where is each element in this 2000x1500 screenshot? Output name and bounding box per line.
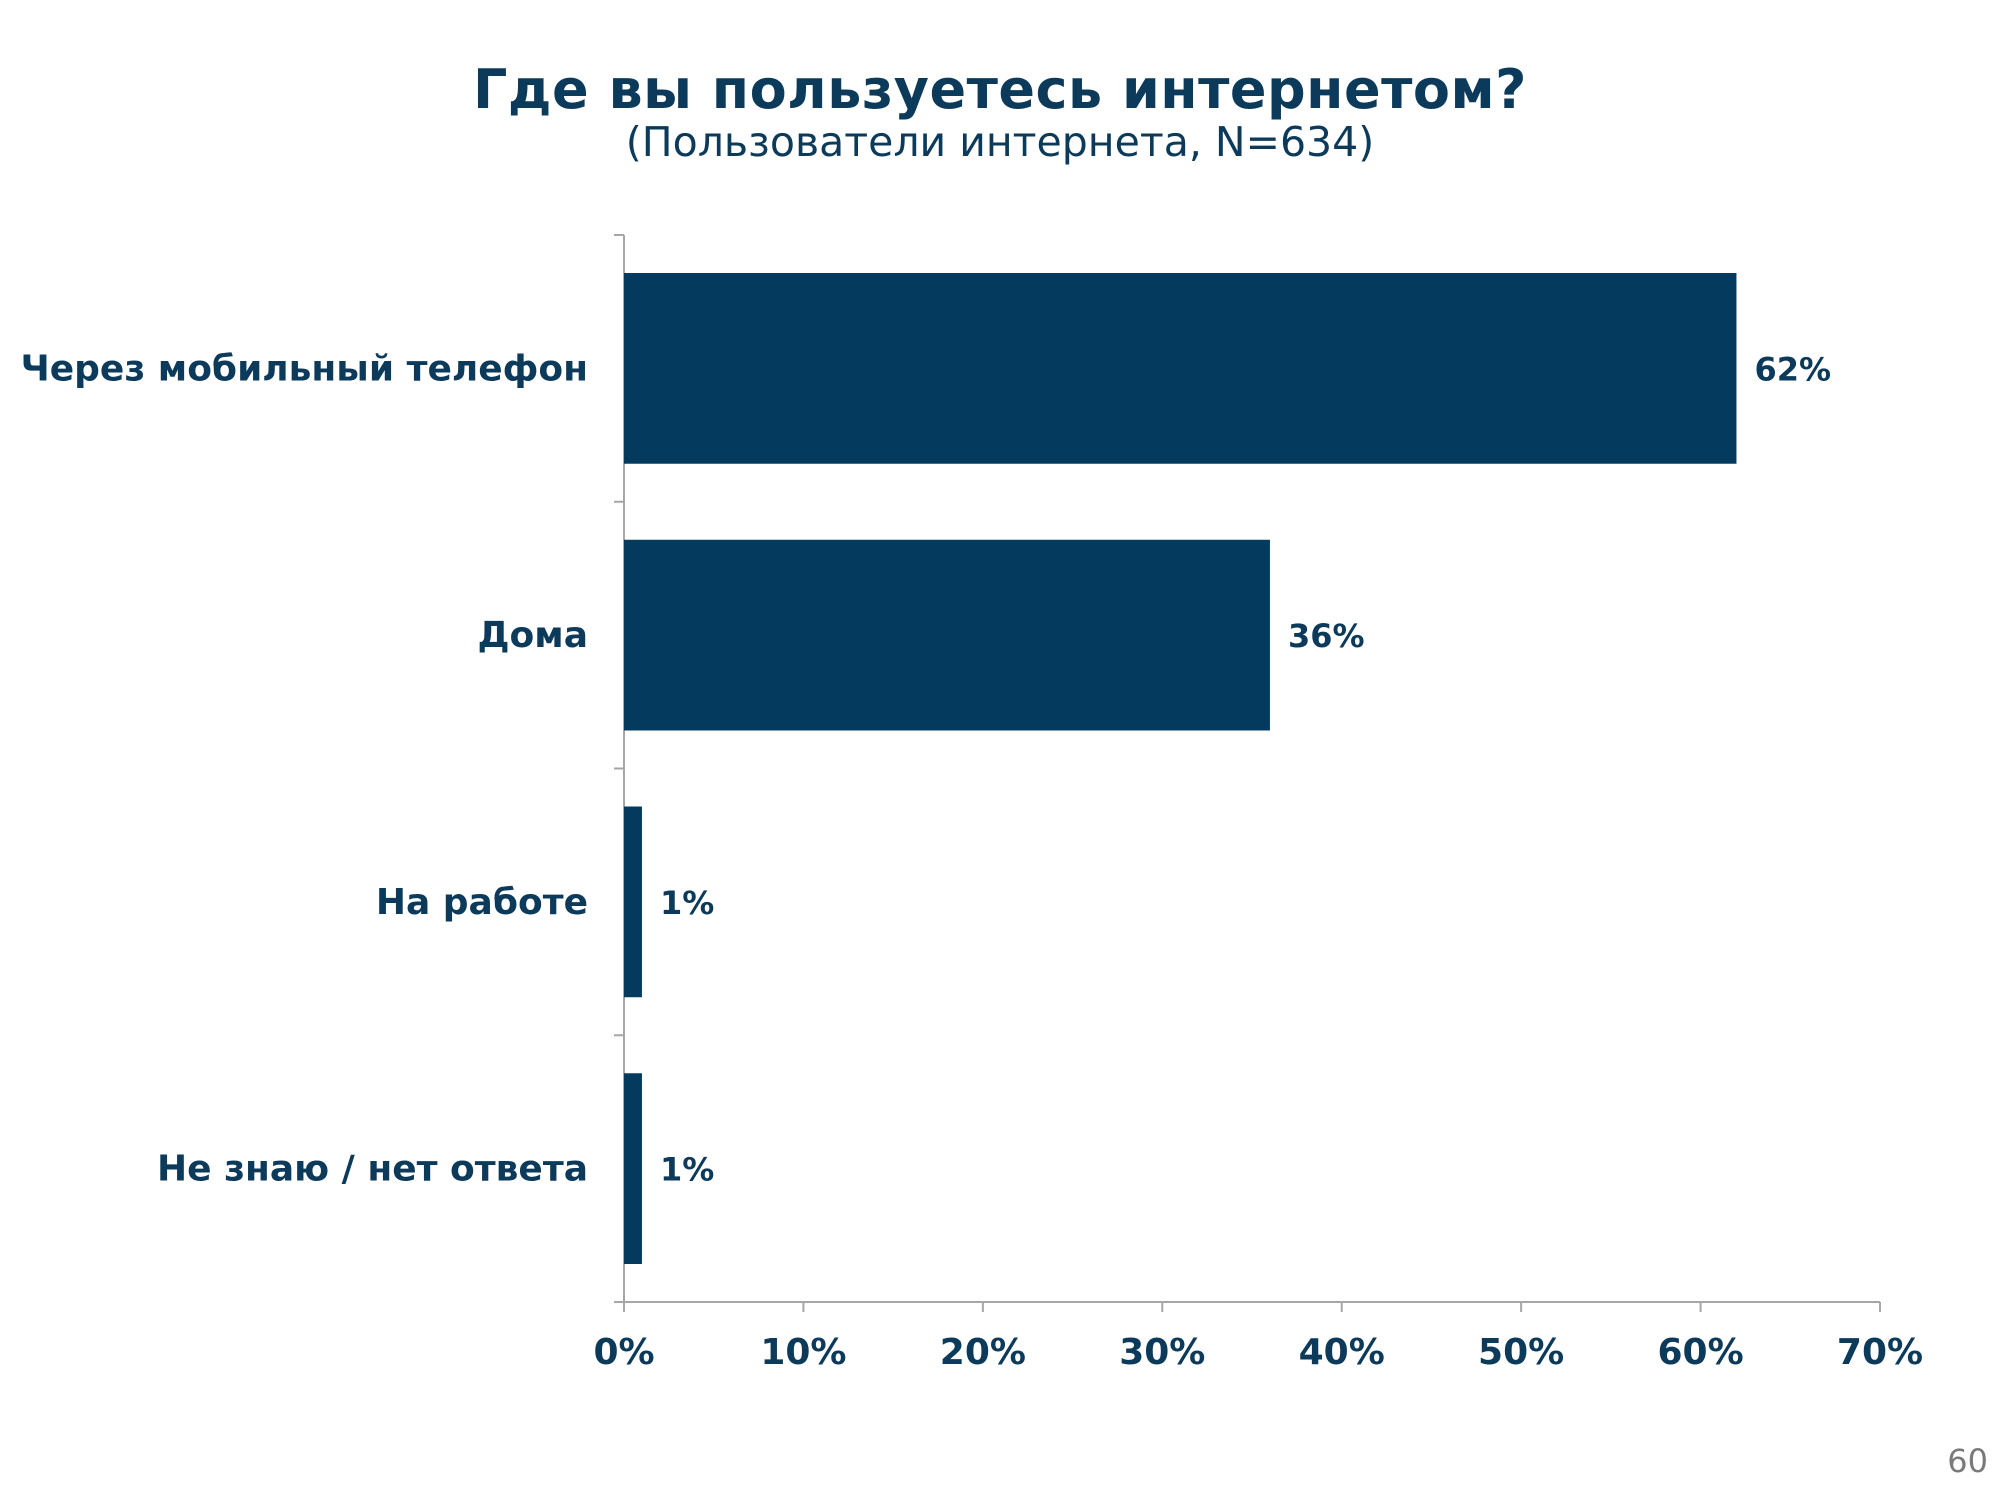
data-label: 1% (660, 1151, 714, 1189)
x-tick-label: 20% (940, 1332, 1026, 1373)
bar (624, 539, 1270, 731)
chart-subtitle: (Пользователи интернета, N=634) (625, 118, 1375, 166)
data-label: 62% (1754, 350, 1831, 388)
bar (624, 1073, 642, 1264)
x-tick-label: 0% (593, 1332, 654, 1373)
category-label: Дома (477, 615, 588, 656)
x-tick-label: 40% (1299, 1332, 1385, 1373)
x-tick-label: 60% (1657, 1332, 1743, 1373)
x-tick-label: 70% (1837, 1332, 1923, 1373)
category-label: Через мобильный телефон (21, 348, 588, 389)
category-label: Не знаю / нет ответа (157, 1149, 588, 1190)
bar (624, 273, 1737, 464)
page-number: 60 (1947, 1442, 1988, 1480)
bar (624, 806, 642, 998)
x-tick-label: 10% (760, 1332, 846, 1373)
category-label: На работе (376, 882, 588, 923)
x-tick-label: 50% (1478, 1332, 1564, 1373)
data-label: 1% (660, 884, 714, 922)
x-tick-label: 30% (1119, 1332, 1205, 1373)
data-label: 36% (1288, 617, 1365, 655)
chart-title: Где вы пользуетесь интернетом? (473, 58, 1527, 121)
